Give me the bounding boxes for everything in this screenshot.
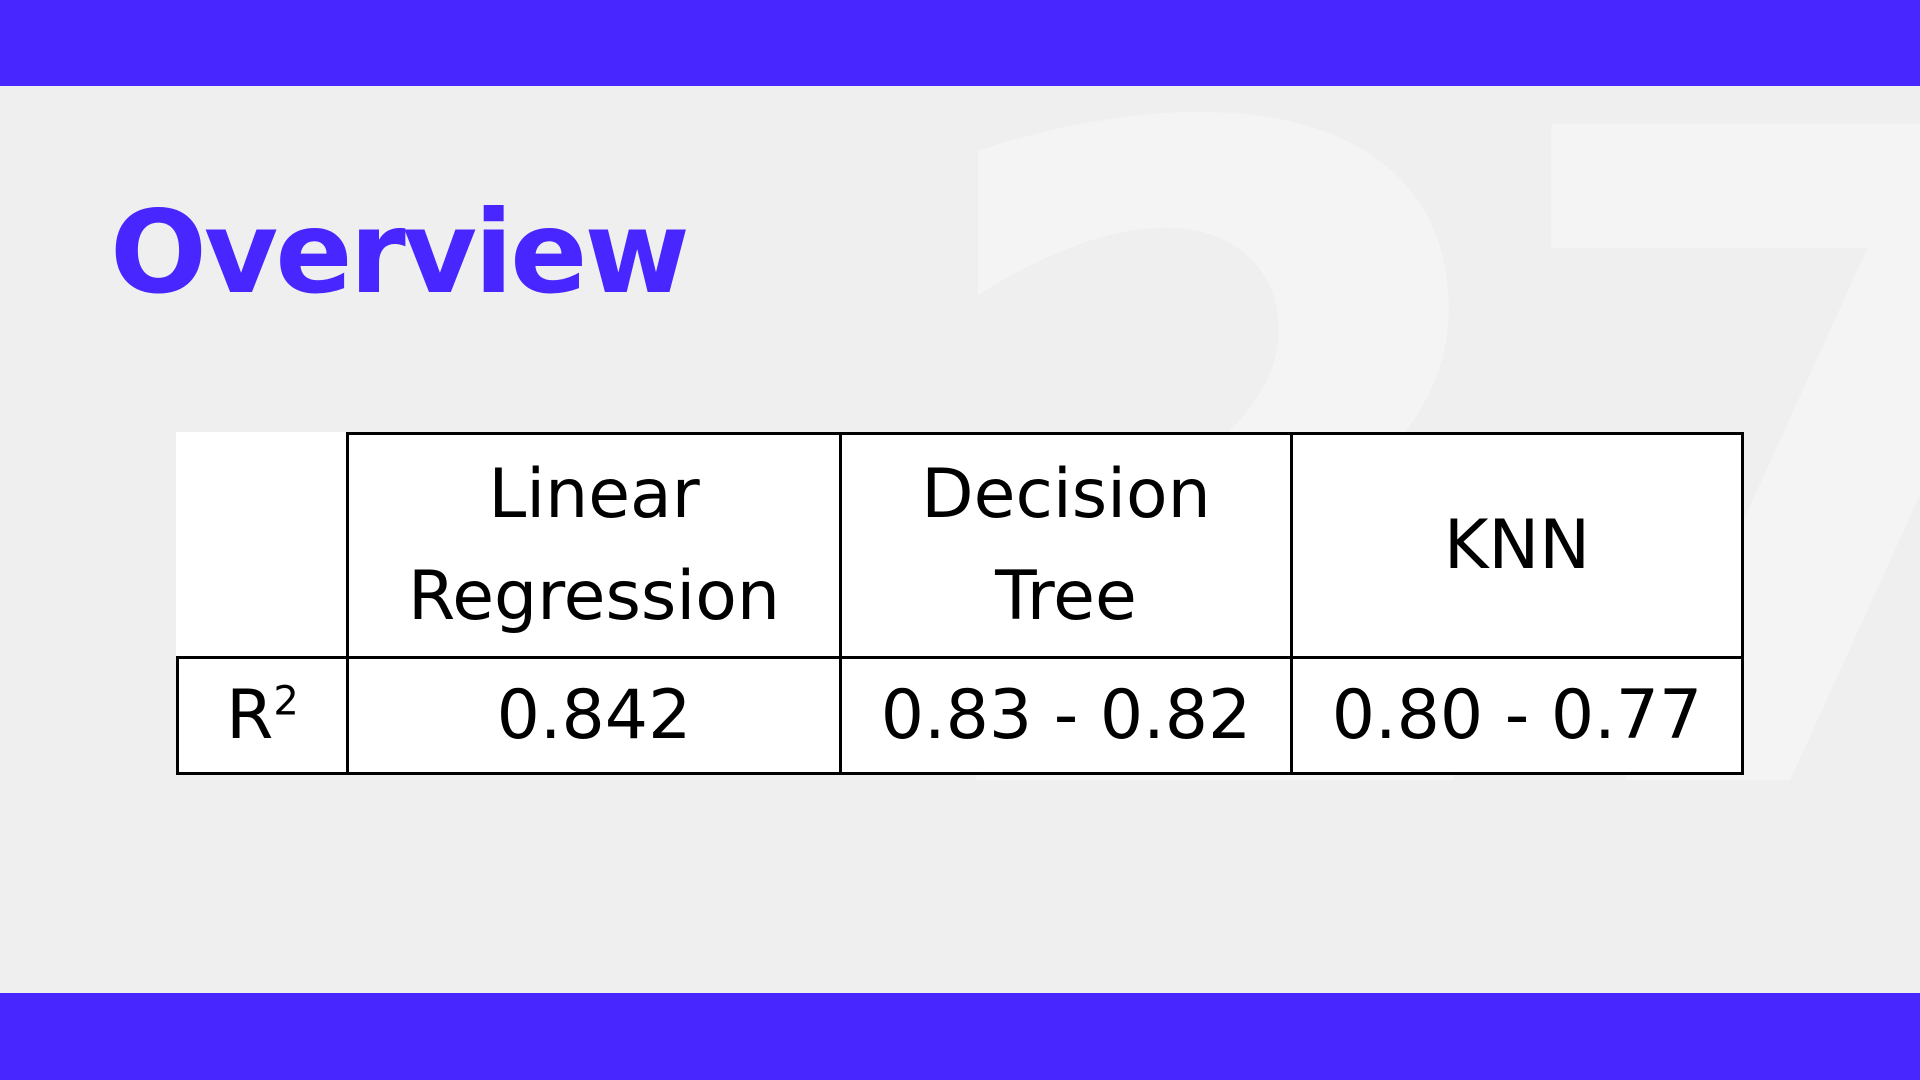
bottom-accent-bar: [0, 993, 1920, 1080]
table-header-row: Linear Regression Decision Tree KNN: [177, 432, 1744, 659]
column-header-line: KNN: [1443, 505, 1591, 585]
column-header-line: Tree: [995, 556, 1137, 636]
page-title: Overview: [110, 186, 690, 319]
column-header-line: Regression: [408, 556, 780, 636]
model-comparison-table: Linear Regression Decision Tree KNN R2 0…: [176, 432, 1744, 775]
column-header-decision-tree: Decision Tree: [839, 432, 1293, 659]
cell-linear-regression-r2: 0.842: [346, 656, 842, 775]
column-header-linear-regression: Linear Regression: [346, 432, 842, 659]
top-accent-bar: [0, 0, 1920, 86]
cell-decision-tree-r2: 0.83 - 0.82: [839, 656, 1293, 775]
table-row: R2 0.842 0.83 - 0.82 0.80 - 0.77: [176, 656, 1744, 775]
metric-base: R: [226, 675, 274, 755]
column-header-knn: KNN: [1290, 432, 1744, 659]
cell-knn-r2: 0.80 - 0.77: [1290, 656, 1744, 775]
table-corner-cell: [177, 433, 349, 659]
row-header-r-squared: R2: [176, 656, 349, 775]
results-table-container: Linear Regression Decision Tree KNN R2 0…: [176, 432, 1744, 775]
column-header-line: Decision: [921, 454, 1211, 534]
metric-exponent: 2: [273, 677, 299, 724]
column-header-line: Linear: [488, 454, 700, 534]
